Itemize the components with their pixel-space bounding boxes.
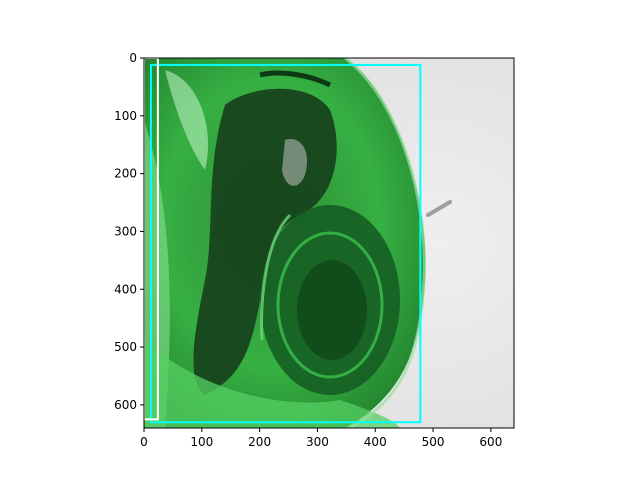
x-tick-label: 0 [140,435,148,449]
y-tick-label: 600 [114,398,137,412]
axes-frame [143,57,515,429]
white-box [144,58,159,421]
y-tick-label: 200 [114,167,137,181]
x-tick-label: 600 [479,435,502,449]
y-tick-label: 0 [129,51,137,65]
bounding-boxes [144,58,422,424]
x-tick-label: 200 [248,435,271,449]
y-tick-label: 300 [114,224,137,238]
y-tick-label: 100 [114,109,137,123]
x-tick-label: 300 [306,435,329,449]
x-axis: 0 100 200 300 400 500 600 [140,428,502,449]
y-tick-label: 400 [114,282,137,296]
x-tick-label: 400 [364,435,387,449]
y-tick-label: 500 [114,340,137,354]
x-tick-label: 100 [190,435,213,449]
cyan-box [149,63,422,424]
photo [144,58,514,428]
y-axis: 0 100 200 300 400 500 600 [114,51,144,412]
x-tick-label: 500 [422,435,445,449]
